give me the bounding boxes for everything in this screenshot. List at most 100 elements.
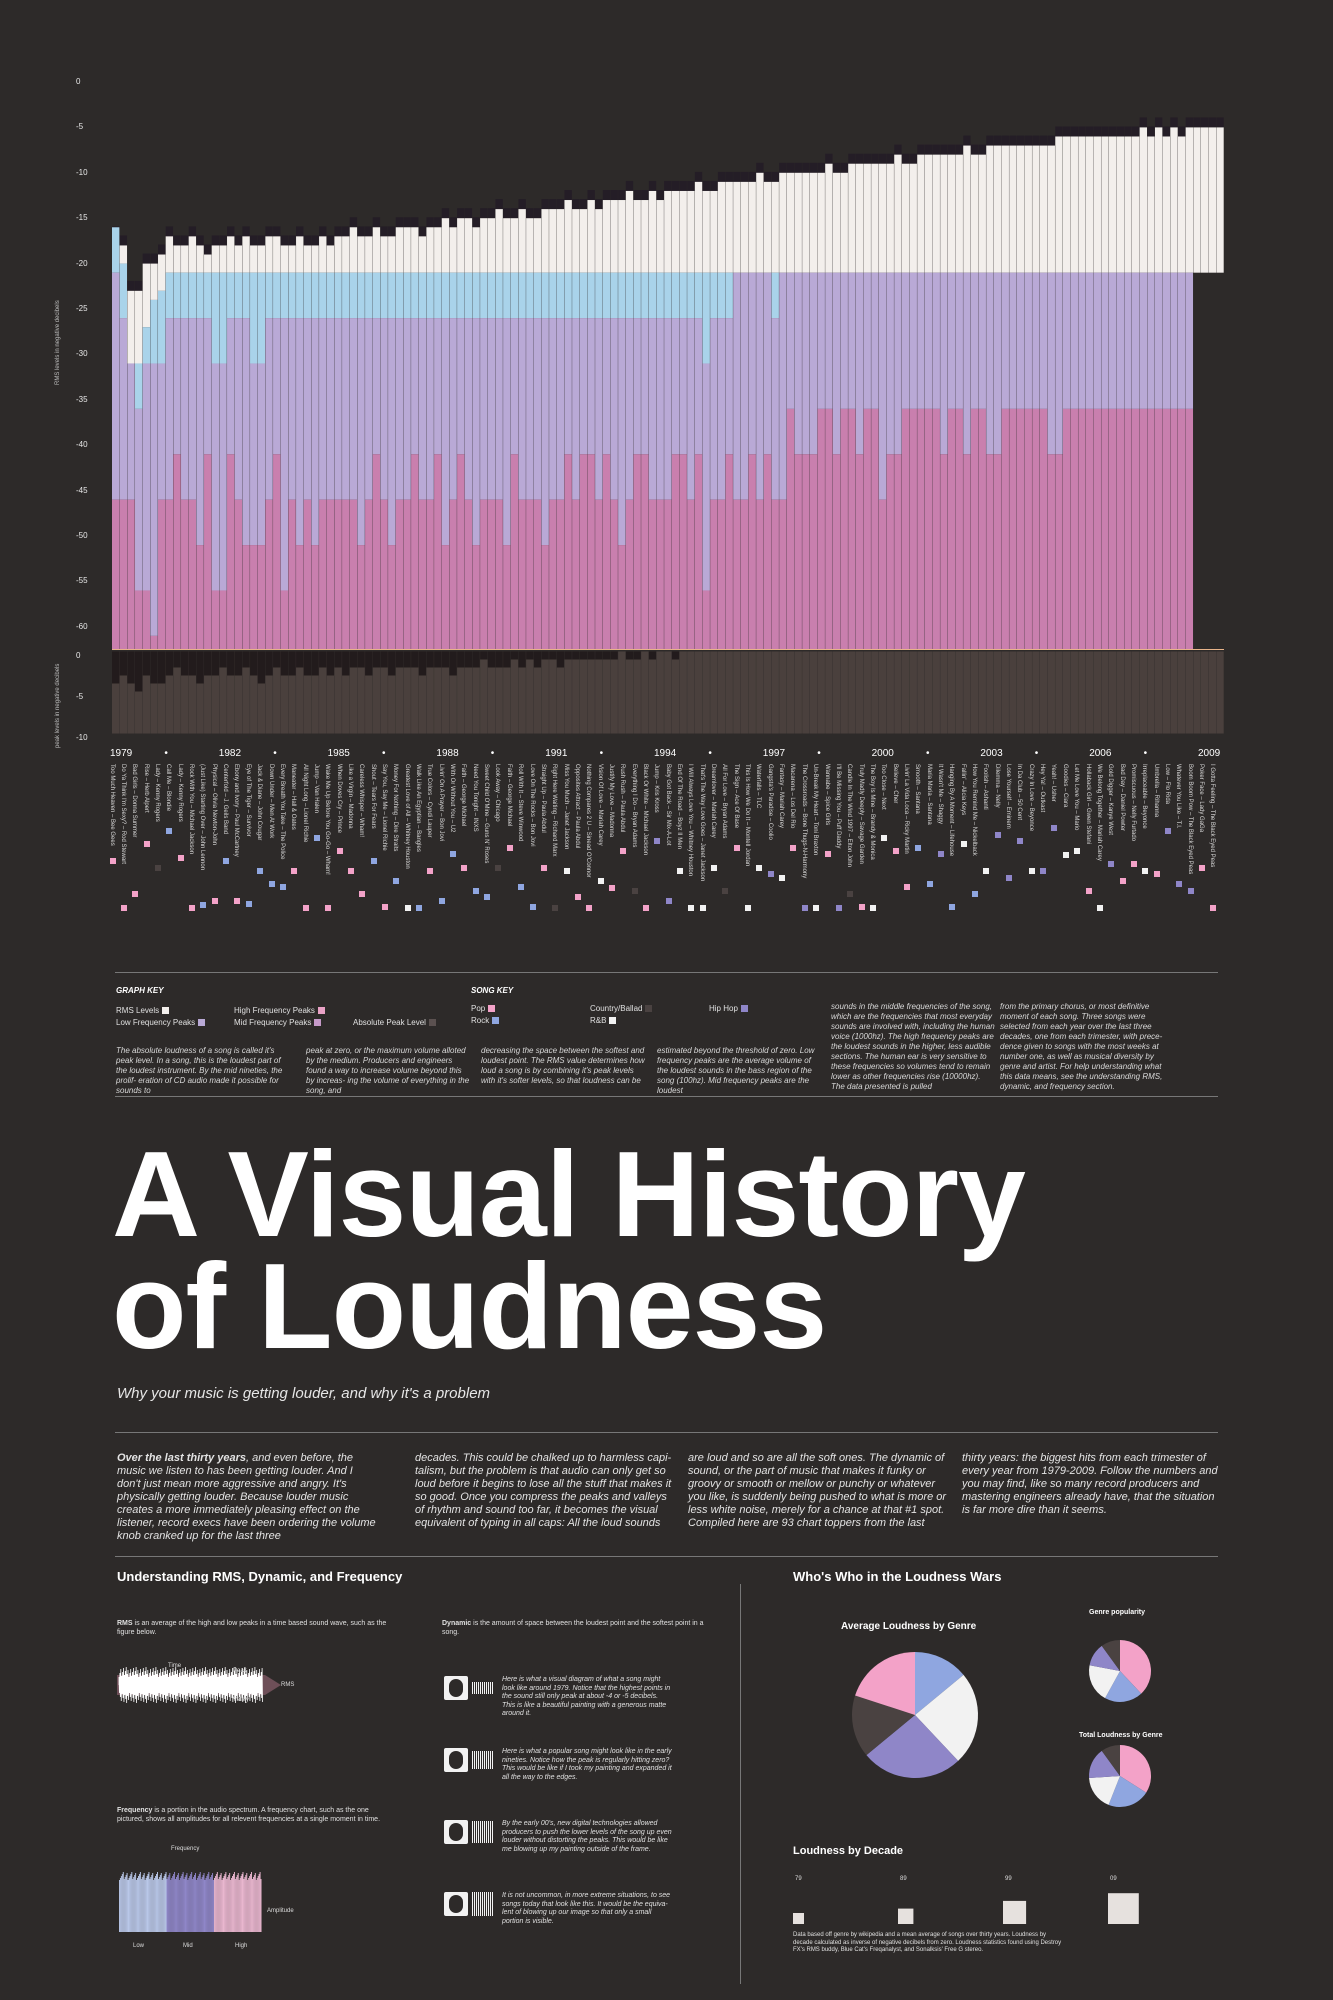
rms-segment [855,163,864,273]
low-segment [1108,408,1117,650]
high-segment [648,272,657,319]
rms-segment [817,172,825,273]
mid-segment [710,318,718,500]
song-bar [786,162,795,734]
page-subtitle: Why your music is getting louder, and wh… [117,1385,491,1402]
rms-segment [1001,145,1009,273]
low-segment [572,499,580,650]
genre-marker [245,901,252,908]
rms-segment [901,163,910,273]
song-bar [947,144,956,734]
frequency-bar [224,1874,226,1932]
frequency-bar [177,1873,179,1932]
song-label: The Boy Is Mine – Brandy & Monica [868,764,875,860]
high-segment [480,272,488,319]
high-segment [365,272,373,319]
frequency-bar [236,1875,238,1932]
frequency-bar [252,1877,254,1932]
mid-segment [901,272,910,409]
high-segment [656,272,664,319]
mid-segment [510,318,519,455]
understanding-heading: Understanding RMS, Dynamic, and Frequenc… [117,1569,403,1584]
song-label: Un-Break My Heart – Toni Braxton [812,764,819,856]
frequency-bar [121,1874,123,1932]
peak-segment [1016,135,1025,146]
low-segment [1078,408,1086,650]
peak-strip [909,651,917,734]
high-segment [725,272,733,319]
frequency-bar [213,1880,214,1932]
high-segment [771,272,779,319]
mid-segment [365,318,373,500]
song-label: Say You, Say Me – Lionel Richie [381,764,387,851]
genre-marker [1028,867,1035,874]
rms-segment [127,290,135,364]
peak-strip [1055,651,1063,734]
low-segment [664,499,672,650]
peak-segment [1108,126,1117,137]
peak-strip [311,651,319,734]
high-segment [334,272,342,319]
mid-segment [1108,272,1117,409]
mid-segment [679,318,687,455]
high-segment [395,272,404,319]
peak-depth [119,651,128,676]
peak-strip [932,651,940,734]
low-segment [418,499,427,650]
mid-segment [878,272,887,500]
genre-marker [234,897,241,904]
peak-strip [955,651,963,734]
frequency-bar [254,1873,256,1932]
genre-marker [892,848,899,855]
rms-segment [1162,136,1171,273]
mid-segment [326,318,335,500]
rms-segment [227,236,235,273]
song-label: It Wasn't Me – Shaggy [937,764,943,824]
song-bar [963,135,971,734]
low-segment [326,499,335,650]
peak-segment [219,235,227,246]
mini-waveform [472,1751,494,1769]
song-label: Opposites Attract – Paula Abdul [573,764,580,849]
song-bar [135,280,143,734]
mid-segment [1170,272,1178,409]
low-segment [411,454,419,650]
low-segment [518,499,526,650]
column-divider [740,1584,741,1984]
genre-marker [518,884,525,891]
rms-segment [204,254,212,273]
frequency-bar [169,1873,171,1932]
peak-segment [917,144,925,155]
low-segment [710,499,718,650]
song-bar [1116,126,1125,734]
song-bar [426,217,434,734]
rms-segment [319,236,327,273]
peak-strip [1047,651,1055,734]
peak-strip [602,651,611,734]
key-text-4: estimated beyond the threshold of zero. … [657,1046,815,1095]
frequency-bar [147,1874,149,1932]
peak-strip [334,651,342,734]
peak-segment [227,226,235,237]
peak-segment [1162,126,1171,137]
low-segment [441,545,450,650]
peak-segment [510,208,519,219]
frequency-bar [126,1873,128,1932]
mid-segment [978,272,986,409]
frequency-bar [120,1876,122,1932]
peak-segment [342,226,350,237]
peak-segment [1039,135,1048,146]
peak-strip [158,651,166,734]
mid-segment [1009,272,1017,409]
genre-marker [506,844,513,851]
frequency-bar [167,1877,169,1932]
song-bar [533,208,542,734]
rms-segment [579,209,588,273]
rms-segment [1070,136,1078,273]
mid-segment [296,318,304,546]
peak-segment [1047,135,1055,146]
song-bar [541,199,549,734]
rms-segment [533,218,542,273]
frequency-bar [168,1875,170,1932]
genre-marker [382,904,388,911]
